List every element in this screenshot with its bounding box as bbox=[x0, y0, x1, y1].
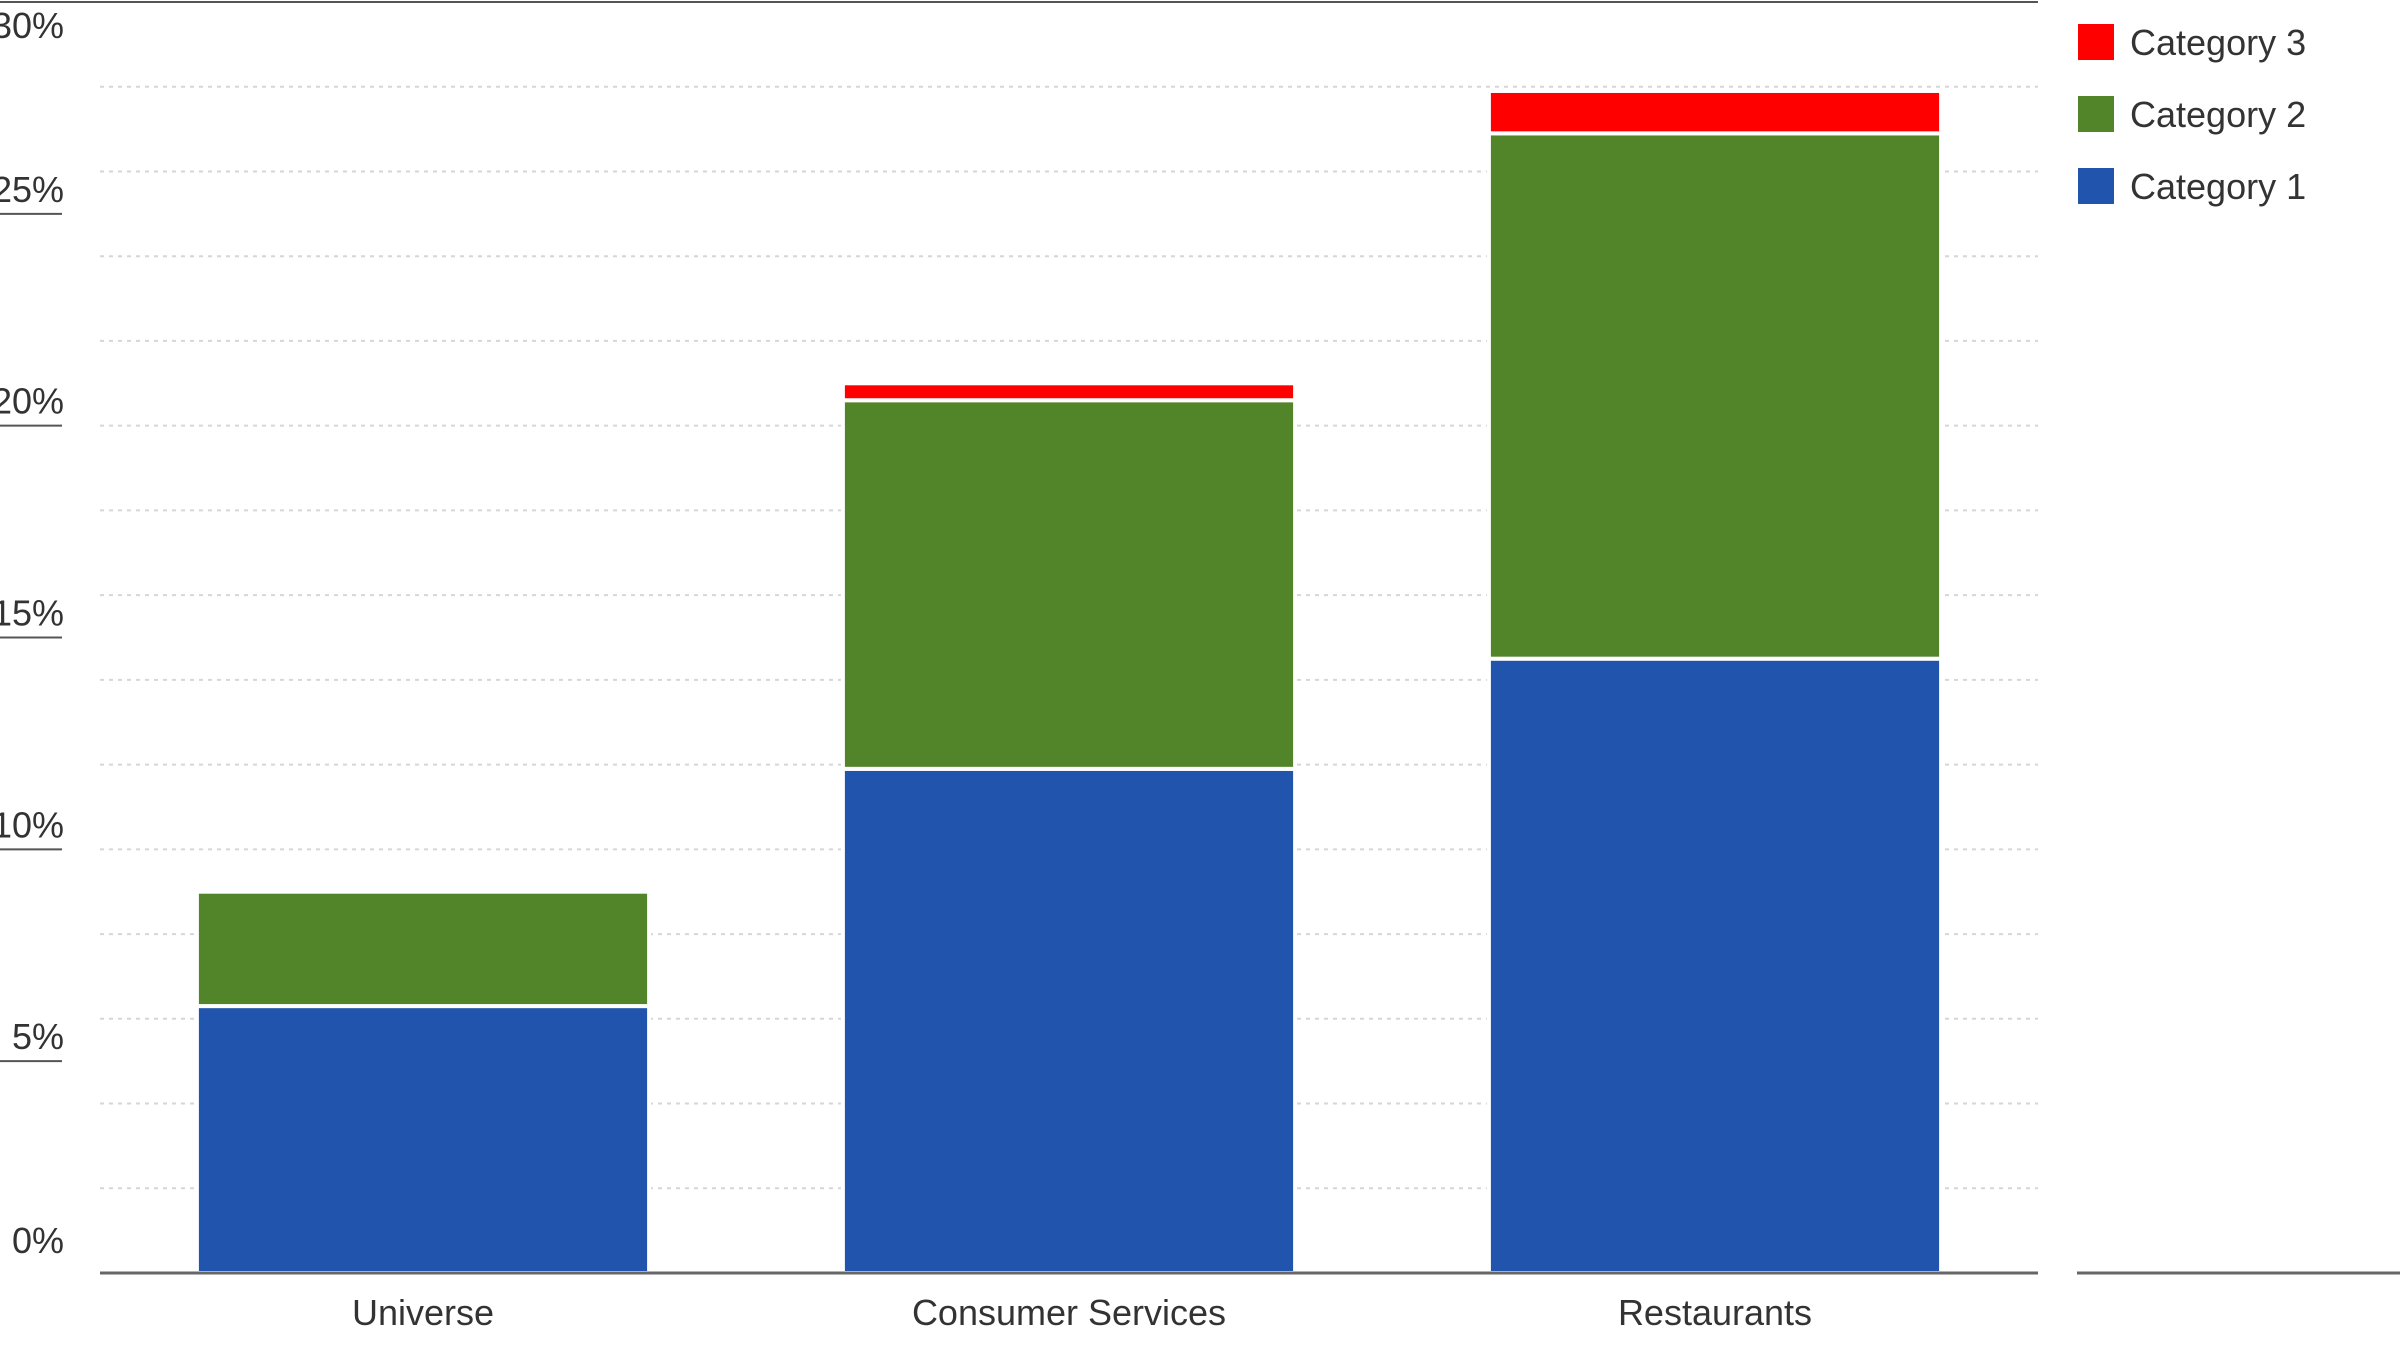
x-tick-label: Consumer Services bbox=[912, 1292, 1226, 1333]
x-tick-label: Universe bbox=[352, 1292, 494, 1333]
legend-label: Category 1 bbox=[2130, 166, 2306, 207]
bar-segment bbox=[1486, 88, 1944, 136]
bar-segment bbox=[840, 381, 1298, 403]
legend-label: Category 3 bbox=[2130, 22, 2306, 63]
legend-swatch bbox=[2078, 96, 2114, 132]
bar-segment bbox=[194, 889, 652, 1009]
y-tick-label: 10% bbox=[0, 804, 64, 845]
bar-segment bbox=[840, 766, 1298, 1275]
bar-segment bbox=[1486, 131, 1944, 661]
y-tick-label: 30% bbox=[0, 5, 64, 46]
legend-label: Category 2 bbox=[2130, 94, 2306, 135]
y-tick-label: 20% bbox=[0, 381, 64, 422]
x-tick-label: Restaurants bbox=[1618, 1292, 1812, 1333]
bar-segment bbox=[840, 398, 1298, 771]
bar-segment bbox=[194, 1004, 652, 1276]
y-tick-label: 15% bbox=[0, 593, 64, 634]
y-tick-label: 5% bbox=[12, 1016, 64, 1057]
y-tick-label: 0% bbox=[12, 1220, 64, 1261]
legend-swatch bbox=[2078, 168, 2114, 204]
legend-swatch bbox=[2078, 24, 2114, 60]
bar-segment bbox=[1486, 656, 1944, 1275]
y-tick-label: 25% bbox=[0, 169, 64, 210]
